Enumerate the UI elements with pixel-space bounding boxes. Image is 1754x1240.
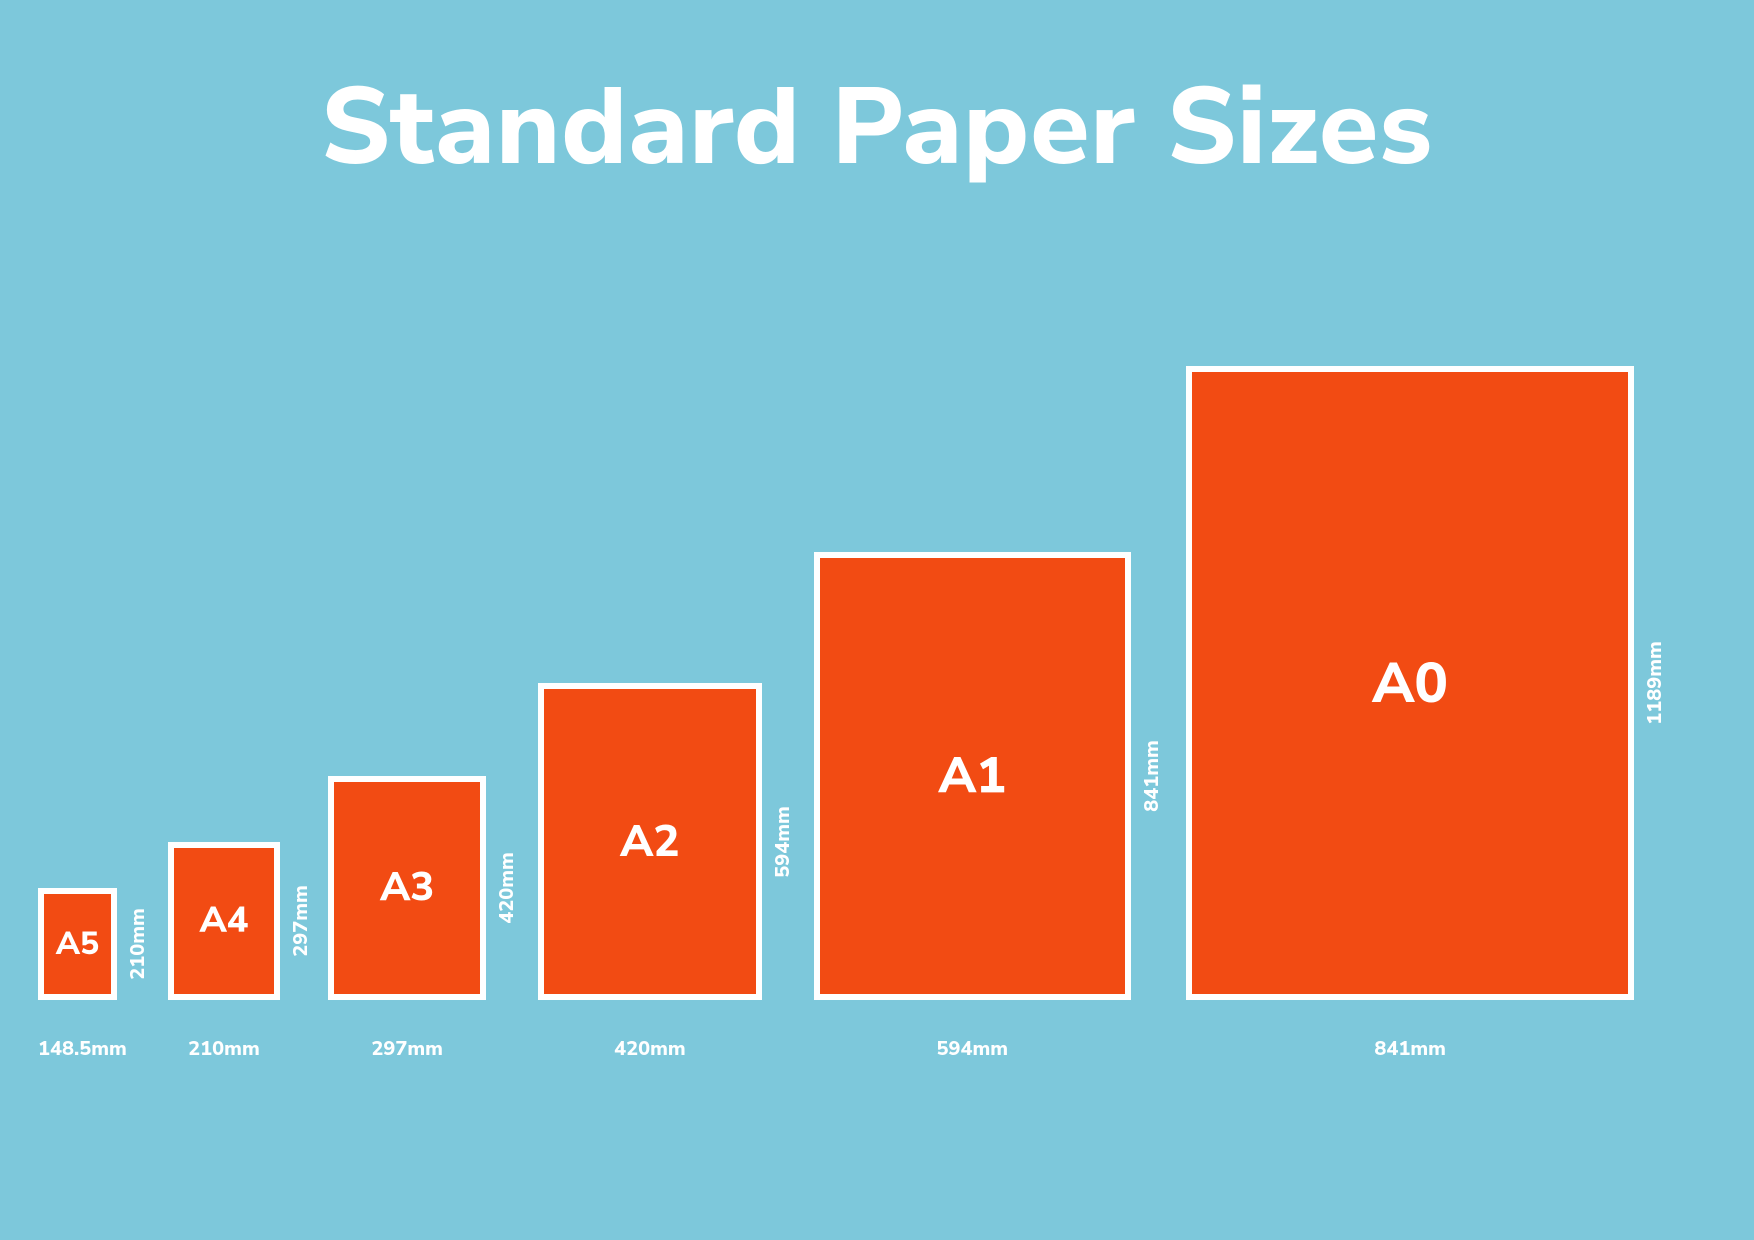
paper-a3-rect: A3 — [328, 776, 486, 1000]
paper-a5-group: A5148.5mm210mm — [38, 888, 117, 1000]
paper-a5-width-label: 148.5mm — [38, 1036, 117, 1063]
paper-a2-rect: A2 — [538, 683, 762, 1000]
paper-a5-rect: A5 — [38, 888, 117, 1000]
paper-a4-label: A4 — [200, 896, 249, 945]
paper-a1-group: A1594mm841mm — [814, 552, 1131, 1000]
paper-a1-rect: A1 — [814, 552, 1131, 1000]
paper-a4-rect: A4 — [168, 842, 280, 1000]
paper-a0-group: A0841mm1189mm — [1186, 366, 1634, 1000]
paper-a1-height-label: 841mm — [1141, 716, 1165, 836]
paper-a0-height-label: 1189mm — [1644, 623, 1668, 743]
paper-a3-height-label: 420mm — [496, 828, 520, 948]
paper-a4-width-label: 210mm — [168, 1036, 280, 1063]
paper-sizes-canvas: Standard Paper Sizes A5148.5mm210mmA4210… — [0, 0, 1754, 1240]
paper-a2-label: A2 — [620, 812, 680, 872]
paper-a4-height-label: 297mm — [290, 861, 314, 981]
paper-a0-rect: A0 — [1186, 366, 1634, 1000]
paper-a0-width-label: 841mm — [1186, 1036, 1634, 1063]
page-title: Standard Paper Sizes — [0, 55, 1754, 202]
paper-a4-group: A4210mm297mm — [168, 842, 280, 1000]
paper-a3-width-label: 297mm — [328, 1036, 486, 1063]
paper-a5-height-label: 210mm — [127, 884, 151, 1004]
paper-a3-label: A3 — [380, 861, 434, 915]
paper-a2-group: A2420mm594mm — [538, 683, 762, 1000]
paper-a1-label: A1 — [938, 741, 1006, 810]
paper-a2-width-label: 420mm — [538, 1036, 762, 1063]
paper-a0-label: A0 — [1372, 645, 1448, 722]
paper-a3-group: A3297mm420mm — [328, 776, 486, 1000]
paper-a5-label: A5 — [56, 923, 99, 966]
paper-a1-width-label: 594mm — [814, 1036, 1131, 1063]
paper-a2-height-label: 594mm — [772, 782, 796, 902]
